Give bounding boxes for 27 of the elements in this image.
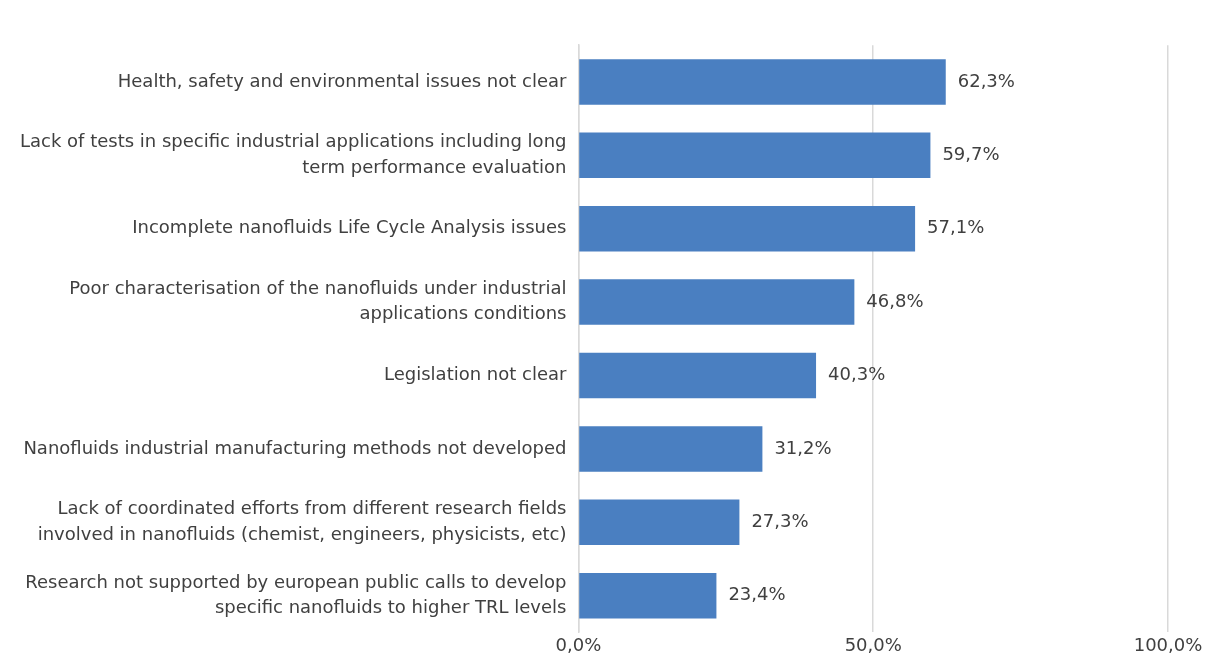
bar bbox=[579, 572, 717, 619]
y-tick-label: Legislation not clear bbox=[384, 363, 568, 385]
data-label: 27,3% bbox=[751, 509, 809, 531]
y-tick-label: Incomplete nanofluids Life Cycle Analysis issues bbox=[132, 216, 567, 238]
data-label: 59,7% bbox=[942, 142, 1000, 164]
y-tick-label: Nanofluids industrial manufacturing methods not developed bbox=[23, 436, 567, 458]
y-tick-label: Lack of tests in specific industrial applications including long term performance evaluation bbox=[20, 130, 567, 177]
bar bbox=[579, 59, 946, 105]
x-tick-label: 0,0% bbox=[555, 633, 602, 655]
bar bbox=[579, 279, 855, 325]
bar bbox=[579, 499, 740, 546]
x-tick-label: 100,0% bbox=[1133, 633, 1203, 655]
y-tick-label: Health, safety and environmental issues not clear bbox=[117, 69, 568, 91]
data-label: 46,8% bbox=[866, 289, 924, 311]
bar bbox=[579, 352, 817, 399]
bar bbox=[579, 426, 763, 472]
data-label: 40,3% bbox=[828, 363, 886, 385]
y-tick-label: Research not supported by european public calls to develop specific nanofluids to higher TRL levels bbox=[25, 570, 567, 617]
bar bbox=[579, 205, 916, 252]
y-tick-label: Poor characterisation of the nanofluids under industrial applications conditions bbox=[69, 277, 567, 324]
data-label: 62,3% bbox=[957, 69, 1015, 91]
y-tick-label: Lack of coordinated efforts from different research fields involved in nanofluids (chemist, engineers, physicists, etc) bbox=[37, 497, 567, 544]
x-tick-label: 50,0% bbox=[844, 633, 902, 655]
data-label: 31,2% bbox=[774, 436, 832, 458]
bar bbox=[579, 132, 931, 179]
data-label: 57,1% bbox=[927, 216, 985, 238]
data-label: 23,4% bbox=[728, 583, 786, 605]
